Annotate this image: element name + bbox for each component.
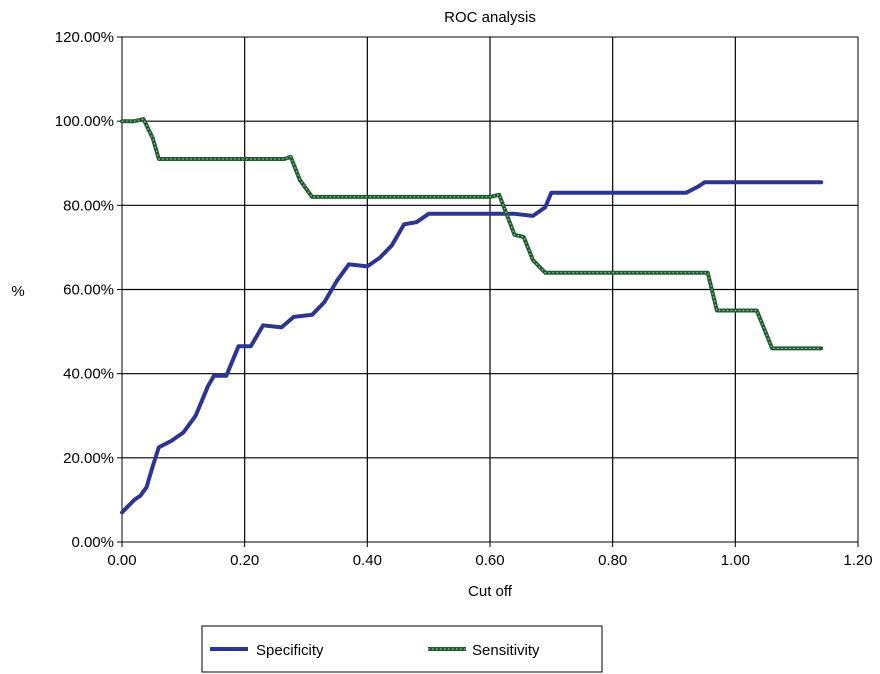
y-tick-label-6: 120.00% <box>55 29 114 46</box>
legend-label-specificity: Specificity <box>256 642 324 659</box>
series-layer <box>120 117 824 515</box>
x-tick-label-5: 1.00 <box>721 552 750 569</box>
x-tick-label-1: 0.20 <box>230 552 259 569</box>
x-axis-title: Cut off <box>468 583 513 600</box>
y-tick-label-0: 0.00% <box>71 534 114 551</box>
plot-area <box>117 36 859 547</box>
x-tick-label-3: 0.60 <box>475 552 504 569</box>
x-tick-label-0: 0.00 <box>107 552 136 569</box>
x-axis-tick-labels: 0.00 0.20 0.40 0.60 0.80 1.00 1.20 <box>107 552 872 569</box>
x-tick-label-2: 0.40 <box>353 552 382 569</box>
y-tick-label-5: 100.00% <box>55 113 114 130</box>
series-specificity <box>120 180 824 515</box>
y-tick-label-2: 40.00% <box>63 366 114 383</box>
legend-label-sensitivity: Sensitivity <box>472 642 540 659</box>
chart-title: ROC analysis <box>444 9 536 26</box>
x-tick-label-6: 1.20 <box>843 552 872 569</box>
grid-lines <box>117 36 859 547</box>
x-tick-label-4: 0.80 <box>598 552 627 569</box>
series-line-texture-sensitivity <box>122 118 822 349</box>
y-axis-tick-labels: 0.00% 20.00% 40.00% 60.00% 80.00% 100.00% 120.… <box>55 29 114 551</box>
y-tick-label-3: 60.00% <box>63 282 114 299</box>
y-tick-label-4: 80.00% <box>63 197 114 214</box>
y-tick-label-1: 20.00% <box>63 450 114 467</box>
legend: Specificity Sensitivity <box>201 625 603 673</box>
y-axis-title: % <box>11 283 24 300</box>
series-line-specificity <box>120 180 824 515</box>
series-sensitivity <box>120 117 824 351</box>
legend-box <box>201 625 603 673</box>
